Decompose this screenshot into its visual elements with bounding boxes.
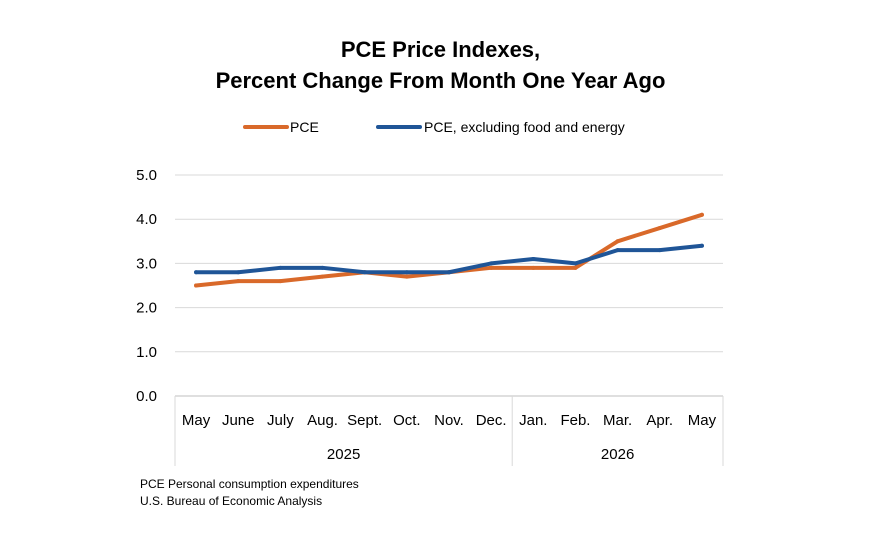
data-point-pce: [657, 226, 662, 231]
data-point-pce: [236, 279, 241, 284]
x-axis: May June July Aug. Sept. Oct. Nov. Dec. Jan. Feb.…: [174, 396, 724, 466]
chart-title-line1: PCE Price Indexes,: [340, 37, 541, 62]
data-point-pce-core: [447, 270, 451, 275]
data-point-pce: [699, 212, 704, 217]
year-label: 2026: [601, 446, 634, 463]
y-tick-label: 2.0: [136, 300, 157, 317]
x-tick-label: July: [267, 412, 294, 429]
x-tick-label: Feb.: [560, 412, 590, 429]
series-line-pce-core: [194, 243, 704, 275]
note-source: U.S. Bureau of Economic Analysis: [140, 494, 323, 508]
x-tick-label: Dec.: [476, 412, 507, 429]
series-lines: [194, 212, 704, 288]
x-tick-label: Apr.: [646, 412, 673, 429]
data-point-pce-core: [320, 265, 325, 270]
x-tick-label: Aug.: [307, 412, 338, 429]
x-tick-label: May: [182, 412, 211, 429]
source-notes: PCE Personal consumption expenditures U.…: [140, 476, 359, 510]
data-point-pce: [278, 279, 283, 284]
year-label: 2025: [327, 446, 360, 463]
data-point-pce-core: [657, 248, 662, 253]
y-tick-label: 1.0: [136, 344, 157, 361]
chart-title: PCE Price Indexes, Percent Change From M…: [0, 34, 881, 96]
gridlines: [175, 174, 723, 397]
data-point-pce: [404, 274, 409, 279]
data-point-pce: [320, 274, 325, 279]
x-tick-label: June: [222, 412, 255, 429]
data-point-pce: [615, 239, 620, 244]
data-point-pce-core: [362, 270, 367, 275]
data-point-pce: [531, 265, 536, 270]
data-point-pce-core: [404, 270, 409, 275]
note-abbreviation: PCE Personal consumption expenditures: [140, 477, 359, 491]
y-tick-label: 0.0: [136, 388, 157, 405]
data-point-pce-core: [278, 265, 283, 270]
x-tick-label: Mar.: [603, 412, 632, 429]
y-tick-label: 3.0: [136, 255, 157, 272]
data-point-pce-core: [573, 261, 578, 266]
data-point-pce: [194, 283, 199, 288]
data-point-pce-core: [531, 256, 536, 261]
x-tick-label: Nov.: [434, 412, 464, 429]
data-point-pce-core: [615, 248, 620, 253]
x-tick-label: Jan.: [519, 412, 547, 429]
data-point-pce-core: [699, 243, 704, 248]
legend: PCE PCE, excluding food and energy: [243, 119, 625, 135]
y-tick-label: 5.0: [136, 167, 157, 184]
chart-title-line2: Percent Change From Month One Year Ago: [215, 68, 666, 93]
data-point-pce: [573, 265, 578, 270]
legend-label: PCE: [290, 119, 319, 135]
data-point-pce-core: [194, 270, 199, 275]
data-point-pce-core: [236, 270, 241, 275]
data-point-pce: [489, 265, 494, 270]
x-tick-label: Oct.: [393, 412, 421, 429]
x-tick-label: Sept.: [347, 412, 382, 429]
y-tick-label: 4.0: [136, 211, 157, 228]
legend-label: PCE, excluding food and energy: [424, 119, 625, 135]
x-tick-label: May: [688, 412, 717, 429]
data-point-pce-core: [489, 261, 494, 266]
y-axis: 0.0 1.0 2.0 3.0 4.0 5.0: [136, 167, 157, 405]
